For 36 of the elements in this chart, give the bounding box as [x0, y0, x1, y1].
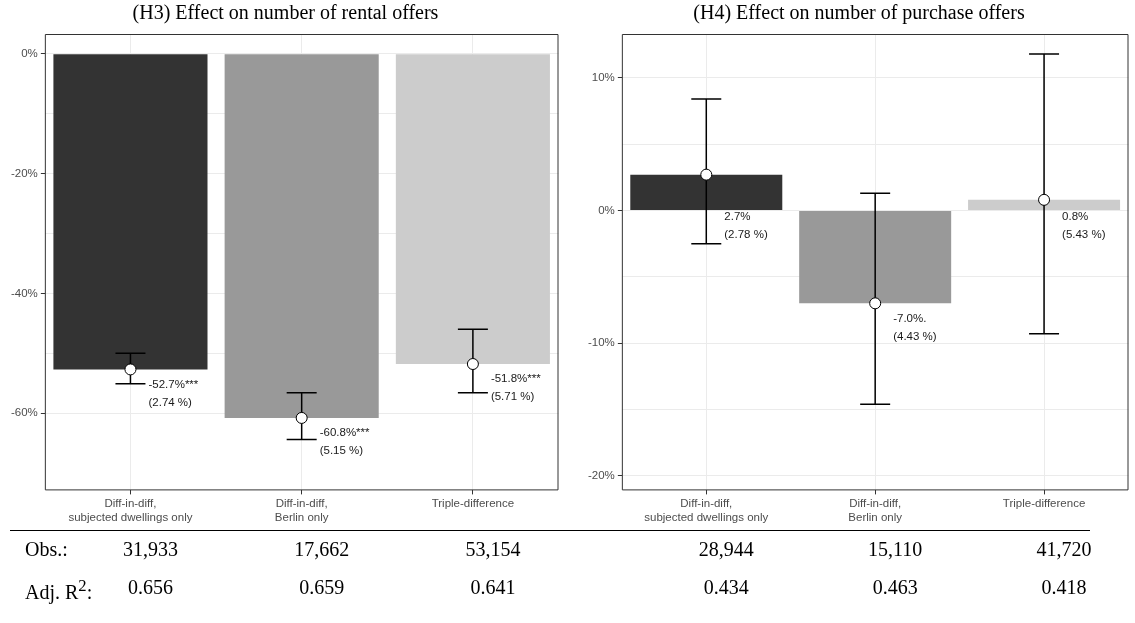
text: 53,154	[465, 538, 521, 561]
chart-title: (H4) Effect on number of purchase offers	[693, 1, 1025, 25]
text: Adj. R$^{2}$:	[25, 576, 93, 604]
text: 0.641	[470, 576, 516, 599]
y-tick-label: -60%	[10, 406, 38, 419]
chart-title: (H3) Effect on number of rental offers	[132, 1, 439, 25]
text: 15,110	[868, 538, 923, 561]
text: 0.434	[703, 576, 749, 599]
text: 0.656	[127, 576, 173, 599]
text: 0.418	[1041, 576, 1087, 599]
y-tick-label: 10%	[591, 70, 615, 83]
y-tick-label: -10%	[587, 336, 615, 349]
y-tick-label: 0%	[598, 203, 615, 216]
x-tick-label: Diff-in-diff, Berlin only	[848, 497, 903, 524]
data-label: -7.0%. (4.43 %)	[893, 311, 937, 342]
y-tick-label: 0%	[21, 46, 38, 59]
text: 41,720	[1036, 538, 1092, 561]
data-label: -60.8%*** (5.15 %)	[319, 426, 371, 457]
x-tick-label: Triple-difference	[1002, 497, 1086, 510]
data-label: -51.8%*** (5.71 %)	[490, 372, 542, 403]
data-label: 2.7% (2.78 %)	[724, 209, 768, 240]
data-label: 0.8% (5.43 %)	[1062, 209, 1106, 240]
text: 28,944	[698, 538, 754, 561]
y-tick-label: -20%	[587, 468, 615, 481]
x-tick-label: Diff-in-diff, Berlin only	[274, 497, 329, 524]
data-label: -52.7%*** (2.74 %)	[148, 377, 199, 408]
text: 0.463	[872, 576, 918, 599]
x-tick-label: Diff-in-diff, subjected dwellings only	[644, 497, 769, 524]
text: 17,662	[294, 538, 350, 561]
y-tick-label: -20%	[10, 166, 38, 179]
x-tick-label: Triple-difference	[431, 497, 515, 510]
text: Obs.:	[25, 538, 68, 561]
x-tick-label: Diff-in-diff, subjected dwellings only	[68, 497, 193, 524]
text: 31,933	[122, 538, 178, 561]
text: 0.659	[299, 576, 345, 599]
y-tick-label: -40%	[10, 286, 38, 299]
